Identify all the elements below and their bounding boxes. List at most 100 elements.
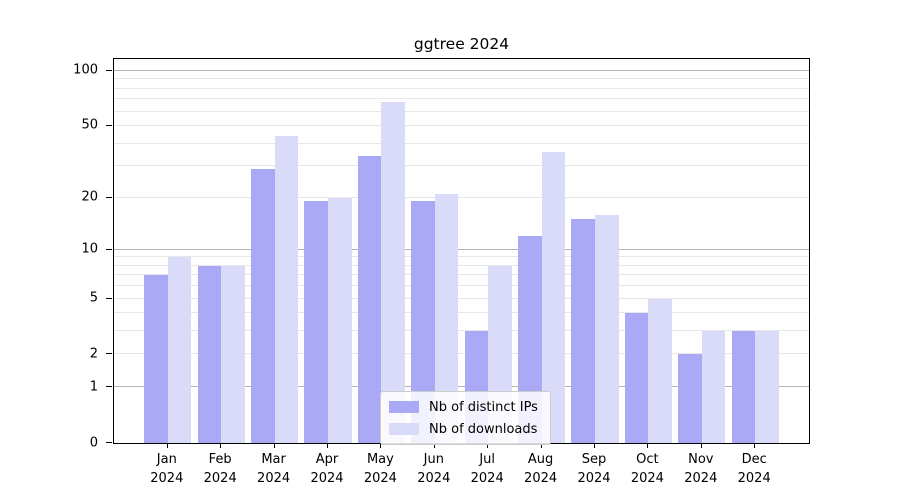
y-tick-label-2: 2: [89, 346, 98, 362]
month-label: Sep: [581, 452, 607, 467]
gridline-minor-9: [114, 256, 809, 258]
x-tick-label-apr: Apr 2024: [291, 451, 363, 489]
bar-sep-downloads: [595, 214, 619, 443]
gridline-major-1: [114, 386, 809, 388]
year-label: 2024: [417, 470, 451, 486]
y-tick-100: [106, 69, 112, 71]
bar-jun-downloads: [434, 193, 459, 443]
year-label: 2024: [470, 470, 504, 486]
x-tick-label-mar: Mar 2024: [238, 451, 310, 489]
x-tick-may: [380, 444, 382, 448]
legend-item-distinct-ips: Nb of distinct IPs: [389, 397, 538, 417]
legend-item-downloads: Nb of downloads: [389, 419, 538, 439]
bar-feb-downloads: [221, 265, 245, 443]
y-tick-10: [106, 248, 112, 250]
gridline-major-10: [114, 248, 809, 250]
month-label: Jun: [423, 452, 444, 467]
legend-swatch-distinct-ips: [389, 401, 419, 413]
chart-title: ggtree 2024: [413, 35, 510, 53]
bar-dec-downloads: [755, 331, 779, 443]
x-tick-label-jun: Jun 2024: [398, 451, 470, 489]
gridline-minor-60: [114, 110, 809, 112]
bar-aug-downloads: [541, 151, 566, 443]
month-label: Jan: [156, 452, 177, 467]
x-tick-sep: [594, 444, 595, 448]
month-label: Apr: [315, 452, 339, 467]
y-axis: 0 1 2 5 10 20 50 100: [0, 58, 113, 450]
year-label: 2024: [524, 470, 558, 486]
y-tick-label-100: 100: [73, 62, 98, 78]
x-tick-label-feb: Feb 2024: [184, 451, 256, 489]
x-tick-feb: [220, 444, 222, 448]
month-label: Jul: [479, 452, 496, 467]
bar-jan-distinct-ips: [144, 275, 168, 443]
month-label: May: [366, 452, 394, 467]
legend-swatch-downloads: [389, 423, 419, 435]
year-label: 2024: [737, 470, 771, 486]
year-label: 2024: [363, 470, 397, 486]
x-tick-jul: [487, 444, 489, 448]
gridline-minor-8: [114, 264, 809, 266]
legend-label-distinct-ips: Nb of distinct IPs: [429, 399, 538, 415]
legend-label-downloads: Nb of downloads: [429, 421, 538, 437]
month-label: Mar: [261, 452, 286, 467]
bar-jun-distinct-ips: [411, 201, 435, 443]
x-tick-jun: [433, 444, 435, 448]
bar-mar-distinct-ips: [251, 168, 275, 443]
gridline-minor-6: [114, 285, 809, 287]
x-tick-mar: [273, 444, 275, 448]
year-label: 2024: [203, 470, 237, 486]
y-tick-1: [106, 386, 112, 388]
gridline-minor-5: [114, 297, 809, 299]
x-tick-jan: [166, 444, 168, 448]
x-tick-label-dec: Dec 2024: [718, 451, 790, 489]
bar-nov-distinct-ips: [678, 354, 702, 443]
month-label: Aug: [527, 452, 554, 467]
plot-area: Nb of distinct IPs Nb of downloads: [113, 58, 810, 445]
gridline-minor-90: [114, 78, 809, 80]
x-tick-label-jul: Jul 2024: [451, 451, 523, 489]
gridline-minor-30: [114, 165, 809, 167]
x-tick-label-may: May 2024: [344, 451, 416, 489]
gridline-minor-2: [114, 353, 809, 355]
bar-apr-distinct-ips: [304, 201, 328, 443]
gridline-minor-40: [114, 142, 809, 144]
year-label: 2024: [310, 470, 344, 486]
gridline-minor-50: [114, 124, 809, 126]
bar-mar-downloads: [274, 136, 299, 443]
x-tick-label-oct: Oct 2024: [611, 451, 683, 489]
bar-dec-distinct-ips: [731, 331, 756, 443]
x-tick-label-aug: Aug 2024: [505, 451, 577, 489]
y-tick-label-0: 0: [89, 435, 98, 450]
y-tick-label-20: 20: [81, 189, 98, 205]
bar-nov-downloads: [701, 331, 726, 443]
year-label: 2024: [684, 470, 718, 486]
y-tick-20: [106, 196, 112, 198]
month-label: Feb: [208, 452, 232, 467]
y-tick-label-50: 50: [81, 117, 98, 133]
gridline-minor-20: [114, 196, 809, 198]
month-label: Oct: [636, 452, 659, 467]
gridline-minor-80: [114, 87, 809, 89]
bar-oct-distinct-ips: [624, 313, 649, 443]
year-label: 2024: [630, 470, 664, 486]
bar-apr-downloads: [328, 197, 352, 443]
bar-jan-downloads: [167, 257, 192, 443]
x-tick-aug: [540, 444, 542, 448]
gridline-minor-3: [114, 330, 809, 332]
month-label: Nov: [688, 452, 714, 467]
y-tick-label-10: 10: [81, 241, 98, 257]
bar-sep-distinct-ips: [571, 219, 595, 443]
x-axis: Jan 2024 Feb 2024 Mar 2024 Apr 2024 May 2024 Jun 20…: [113, 444, 810, 498]
year-label: 2024: [577, 470, 611, 486]
y-tick-label-5: 5: [89, 290, 98, 306]
bar-may-downloads: [381, 101, 405, 443]
bar-oct-downloads: [648, 298, 672, 443]
y-tick-5: [106, 297, 112, 299]
x-tick-dec: [754, 444, 756, 448]
gridline-minor-7: [114, 274, 809, 276]
month-label: Dec: [741, 452, 767, 467]
y-tick-label-1: 1: [89, 379, 98, 395]
legend: Nb of distinct IPs Nb of downloads: [380, 391, 551, 445]
x-tick-nov: [700, 444, 702, 448]
